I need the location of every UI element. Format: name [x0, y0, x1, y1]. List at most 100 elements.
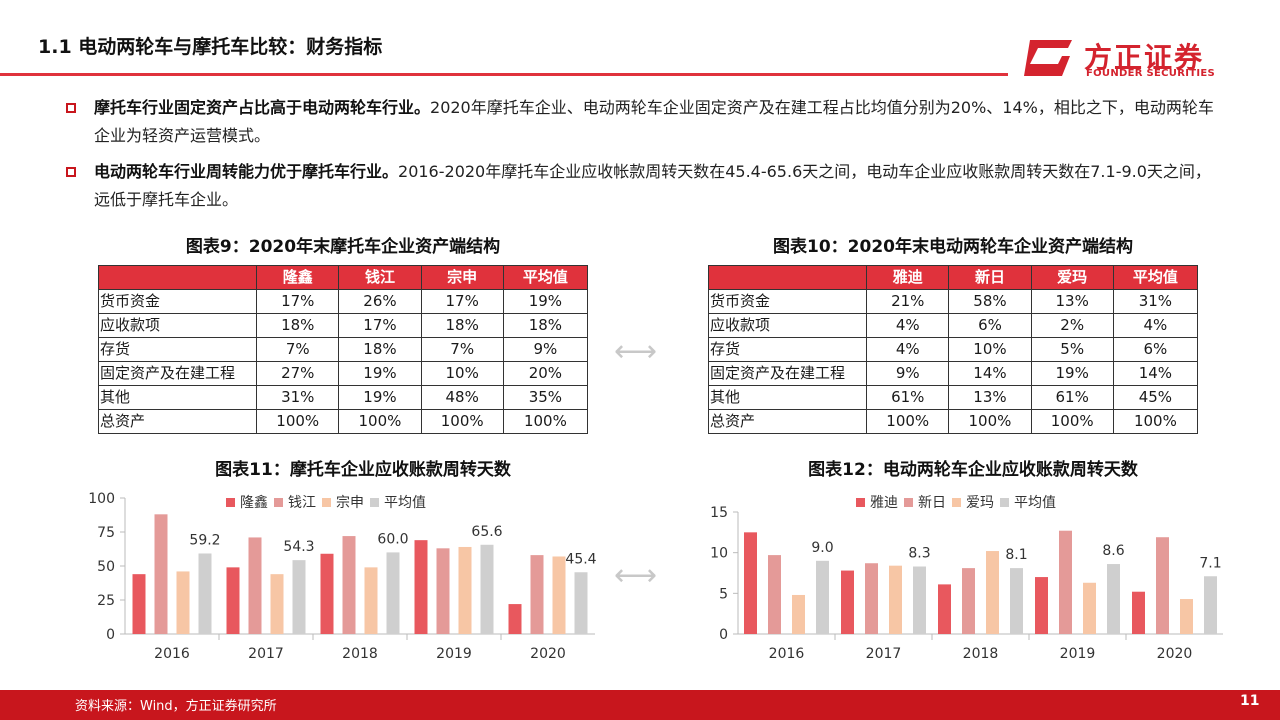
bullet-square-icon — [66, 103, 76, 113]
founder-logo-icon — [1024, 40, 1072, 76]
table-cell: 14% — [1112, 361, 1199, 386]
table-cell: 7% — [420, 337, 504, 362]
bar — [364, 567, 378, 634]
table-cell: 10% — [948, 337, 1032, 362]
legend-item: 钱江 — [274, 492, 316, 512]
bullet-heading: 电动两轮车行业周转能力优于摩托车行业。 — [94, 162, 399, 181]
bar — [1035, 577, 1048, 634]
legend-swatch — [856, 498, 865, 507]
table-cell: 100% — [256, 409, 340, 434]
bar — [198, 553, 212, 634]
table-cell: 13% — [948, 385, 1032, 410]
data-label: 8.3 — [908, 545, 930, 561]
footer-bar — [0, 690, 1280, 720]
x-tick-label: 2018 — [963, 646, 999, 662]
table-row: 存货 7% 18% 7% 9% — [97, 337, 589, 362]
y-tick-label: 25 — [97, 593, 115, 609]
legend-item: 隆鑫 — [226, 492, 268, 512]
legend-swatch — [370, 498, 379, 507]
bar — [248, 537, 262, 634]
x-tick-label: 2016 — [154, 646, 190, 662]
table-cell: 17% — [420, 289, 504, 314]
chart12-legend: 雅迪 新日 爱玛 平均值 — [856, 492, 1062, 512]
bar — [458, 546, 472, 634]
chart12: 0 5 10 15 9.0 2016 8.3 2017 8.1 2018 8.6 2019 7.1 202… — [710, 505, 1223, 662]
company-logo: 方正证券 FOUNDER SECURITIES — [1022, 38, 1242, 82]
bar — [176, 571, 190, 634]
table-cell: 17% — [338, 313, 422, 338]
bar — [386, 552, 400, 634]
bar — [744, 532, 757, 634]
table-cell: 100% — [866, 409, 950, 434]
table-cell: 5% — [1030, 337, 1114, 362]
y-tick-label: 75 — [97, 525, 115, 541]
table-cell: 100% — [948, 409, 1032, 434]
bullet-heading: 摩托车行业固定资产占比高于电动两轮车行业。 — [94, 98, 431, 117]
table-cell: 4% — [866, 313, 950, 338]
table-cell: 31% — [256, 385, 340, 410]
table-cell: 19% — [338, 361, 422, 386]
table-cell: 18% — [338, 337, 422, 362]
x-tick-label: 2016 — [769, 646, 805, 662]
bar — [986, 551, 999, 634]
bar — [913, 566, 926, 634]
bar — [816, 560, 829, 634]
table-cell: 9% — [502, 337, 589, 362]
bar — [132, 574, 146, 634]
table-cell: 61% — [1030, 385, 1114, 410]
table-cell: 14% — [948, 361, 1032, 386]
table-row: 总资产 100% 100% 100% 100% — [707, 409, 1199, 434]
bar — [436, 548, 450, 634]
table-header-cell: 平均值 — [1112, 265, 1199, 290]
data-label: 65.6 — [471, 524, 502, 540]
bar — [792, 594, 805, 634]
row-label: 货币资金 — [707, 289, 868, 314]
row-label: 存货 — [707, 337, 868, 362]
table-cell: 13% — [1030, 289, 1114, 314]
bar — [552, 556, 566, 634]
bullet-text: 2020年摩托车企业、电动两轮车企业固定资产及在建工程占比均值分别为20%、14… — [94, 98, 1214, 145]
table-cell: 6% — [1112, 337, 1199, 362]
row-label: 存货 — [97, 337, 258, 362]
table-cell: 10% — [420, 361, 504, 386]
bar — [865, 563, 878, 634]
bar — [841, 570, 854, 634]
chart12-caption: 图表12：电动两轮车企业应收账款周转天数 — [808, 460, 1138, 480]
legend-swatch — [322, 498, 331, 507]
table-cell: 17% — [256, 289, 340, 314]
bullet-text: 2016-2020年摩托车企业应收帐款周转天数在45.4-65.6天之间，电动车… — [94, 162, 1211, 209]
table-cell: 21% — [866, 289, 950, 314]
table-cell: 48% — [420, 385, 504, 410]
chart11: 0 25 50 75 100 59.2 2016 54.3 2017 60.0 2018 65.6 20… — [88, 491, 596, 662]
table10-caption: 图表10：2020年末电动两轮车企业资产端结构 — [773, 237, 1133, 257]
bullet-point: 摩托车行业固定资产占比高于电动两轮车行业。2020年摩托车企业、电动两轮车企业固… — [66, 94, 1218, 150]
table-cell: 26% — [338, 289, 422, 314]
bar — [1059, 530, 1072, 634]
legend-item: 爱玛 — [952, 492, 994, 512]
y-tick-label: 100 — [88, 491, 115, 507]
page-title: 1.1 电动两轮车与摩托车比较：财务指标 — [38, 36, 383, 58]
title-divider — [0, 73, 1008, 76]
chart11-legend: 隆鑫 钱江 宗申 平均值 — [226, 492, 432, 512]
bar — [154, 514, 168, 634]
chart11-caption: 图表11：摩托车企业应收账款周转天数 — [215, 460, 511, 480]
x-tick-label: 2019 — [436, 646, 472, 662]
table-row: 应收款项 18% 17% 18% 18% — [97, 313, 589, 338]
legend-label: 新日 — [918, 495, 946, 511]
table-row: 应收款项 4% 6% 2% 4% — [707, 313, 1199, 338]
bar — [226, 567, 240, 634]
bar — [1083, 582, 1096, 634]
table-cell: 100% — [420, 409, 504, 434]
bar — [1107, 564, 1120, 634]
table-cell: 35% — [502, 385, 589, 410]
y-tick-label: 0 — [719, 627, 728, 643]
legend-item: 新日 — [904, 492, 946, 512]
bar — [320, 553, 334, 634]
data-label: 54.3 — [283, 539, 314, 555]
table-cell: 20% — [502, 361, 589, 386]
table-row: 货币资金 21% 58% 13% 31% — [707, 289, 1199, 314]
data-label: 59.2 — [189, 532, 220, 548]
legend-item: 雅迪 — [856, 492, 898, 512]
table-cell: 31% — [1112, 289, 1199, 314]
legend-label: 隆鑫 — [240, 495, 268, 511]
